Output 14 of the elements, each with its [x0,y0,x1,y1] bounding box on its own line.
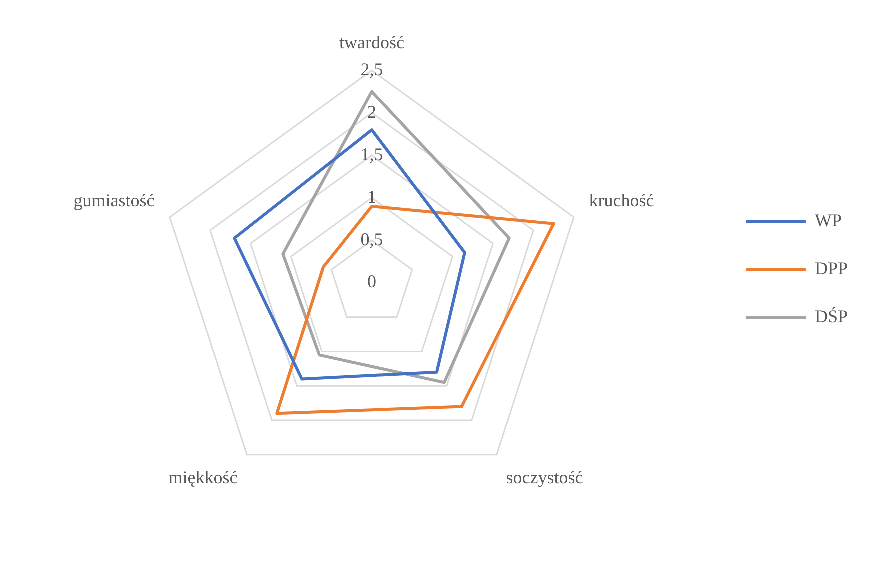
y-tick-label: 0 [368,272,376,292]
spoke-label: gumiastość [74,190,155,210]
spoke-label: miękkość [168,467,238,488]
legend-label: WP [814,210,842,231]
spoke-label: twardość [340,32,404,53]
y-tick-label: 2,5 [360,59,384,80]
spoke-label: kruchość [589,190,654,210]
spoke-label: soczystość [506,467,584,488]
y-tick-label: 2 [368,102,376,122]
legend-label: DPP [814,258,848,279]
y-tick-label: 0,5 [360,229,384,250]
legend-label: DŚP [814,306,848,327]
y-tick-label: 1,5 [360,144,384,164]
y-tick-label: 1 [368,186,376,207]
